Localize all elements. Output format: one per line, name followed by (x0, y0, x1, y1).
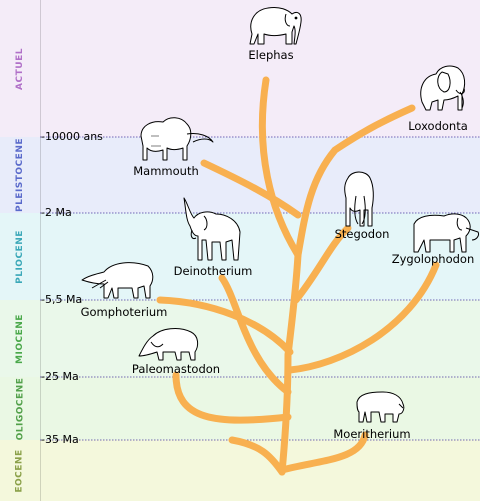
branch-zygolophodon (286, 261, 440, 374)
branch-trunk-upper (284, 251, 302, 359)
taxon-label-moeritherium: Moeritherium (333, 427, 411, 441)
branch-mammouth (200, 159, 302, 219)
era-band-eocene (0, 440, 480, 501)
time-label-5-5-ma: -5,5 Ma (41, 293, 83, 306)
loxodonta-drawing (420, 65, 466, 111)
stegodon-drawing (344, 171, 374, 227)
taxon-label-loxodonta: Loxodonta (408, 119, 468, 133)
branch-paleomastodon (172, 371, 292, 424)
paleomastodon-drawing (138, 328, 199, 361)
era-label-miocene: MIOCENE (0, 300, 41, 377)
era-label-eocene: EOCENE (0, 440, 41, 501)
era-label-pliocene: PLIOCENE (0, 213, 41, 300)
elephas-drawing (249, 7, 302, 45)
branch-loxodonta (294, 104, 416, 259)
time-label-25-ma: -25 Ma (41, 370, 79, 383)
taxon-label-paleomastodon: Paleomastodon (131, 362, 221, 376)
taxon-label-mammouth: Mammouth (133, 164, 199, 178)
era-band-pliocene (0, 213, 480, 300)
taxon-label-stegodon: Stegodon (334, 227, 390, 241)
zygolophodon-drawing (413, 213, 479, 253)
branch-elephas (258, 76, 302, 259)
era-label-oligocene: OLIGOCENE (0, 377, 41, 440)
branch-base (228, 436, 286, 476)
time-label-35-ma: -35 Ma (41, 433, 79, 446)
moeritherium-drawing (356, 391, 405, 423)
branch-stegodon (292, 224, 352, 304)
branch-gomphoterium (156, 296, 294, 356)
animals (81, 7, 479, 423)
branch-trunk (278, 351, 292, 476)
boundary-lines (40, 136, 480, 441)
era-band-pleistocene (0, 137, 480, 213)
deinotherium-drawing (183, 197, 241, 261)
branch-deinotherium (218, 274, 292, 396)
taxon-label-elephas: Elephas (248, 48, 294, 62)
era-label-actuel: ACTUEL (0, 0, 41, 137)
branches (156, 76, 440, 476)
time-label-2-ma: -2 Ma (41, 206, 72, 219)
taxon-label-deinotherium: Deinotherium (173, 264, 253, 278)
taxon-label-gomphoterium: Gomphoterium (80, 305, 168, 319)
taxon-label-zygolophodon: Zygolophodon (391, 252, 475, 266)
branch-moeritherium (278, 431, 369, 474)
time-label-10000-ans: -10000 ans (41, 130, 103, 143)
gomphoterium-drawing (81, 262, 154, 299)
era-label-pleistocene: PLEISTOCENE (0, 137, 41, 213)
mammouth-drawing (140, 117, 214, 161)
